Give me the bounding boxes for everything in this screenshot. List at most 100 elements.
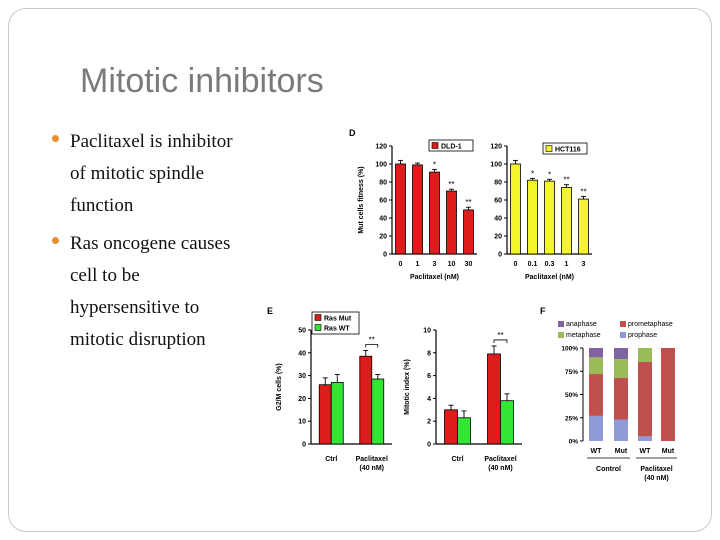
bar: [446, 190, 457, 255]
bar: [487, 353, 501, 445]
stacked-bar-segment: [589, 415, 603, 441]
stacked-bar-segment: [614, 359, 628, 378]
legend-box: [542, 142, 588, 155]
bar: [412, 164, 423, 255]
x-tick-label: 0: [399, 261, 403, 268]
x-tick-label: 1: [565, 261, 569, 268]
significance-label: *: [433, 160, 436, 169]
group-label: Paclitaxel: [640, 466, 672, 473]
y-tick-label: 0: [498, 252, 502, 259]
significance-label: **: [448, 180, 454, 189]
legend-label: anaphase: [566, 321, 597, 328]
bullet-text: Paclitaxel is inhibitor of mitotic spind…: [70, 131, 233, 216]
y-tick-label: 100: [490, 162, 502, 169]
x-tick-label: 10: [448, 261, 456, 268]
bullet-dot-icon: [52, 237, 59, 244]
x-tick-label: Paclitaxel: [356, 456, 388, 463]
legend-label: Ras WT: [324, 326, 350, 333]
y-tick-label: 75%: [565, 369, 578, 376]
legend-swatch: [314, 324, 322, 331]
bar: [444, 409, 458, 445]
y-tick-label: 20: [298, 396, 306, 403]
stacked-bar-segment: [614, 377, 628, 420]
y-tick-label: 40: [298, 350, 306, 357]
legend-box: [311, 311, 360, 335]
y-tick-label: 100: [375, 162, 387, 169]
x-tick-label: Mut: [615, 448, 628, 455]
significance-label: *: [531, 169, 534, 178]
stacked-bar-segment: [638, 436, 652, 441]
group-label: (40 nM): [644, 475, 669, 482]
legend-swatch: [545, 145, 553, 152]
y-axis-label: Mut cells fitness (%): [358, 166, 365, 233]
bar: [395, 163, 406, 255]
y-axis-label: G2/M cells (%): [276, 363, 283, 410]
significance-label: **: [465, 198, 471, 207]
x-tick-label: 0.3: [545, 261, 555, 268]
legend-box: [428, 139, 474, 152]
legend-swatch: [558, 332, 564, 338]
x-tick-label: 0.1: [528, 261, 538, 268]
legend-swatch: [314, 314, 322, 321]
legend-swatch: [620, 321, 626, 327]
bar: [527, 179, 538, 255]
x-axis-label: Paclitaxel (nM): [410, 274, 459, 281]
bar: [500, 400, 514, 445]
bullet-text: Ras oncogene causes cell to be hypersens…: [70, 233, 231, 350]
x-tick-label: 1: [416, 261, 420, 268]
slide-title: Mitotic inhibitors: [80, 62, 324, 100]
significance-label: **: [580, 187, 586, 196]
y-tick-label: 30: [298, 373, 306, 380]
significance-bracket: [493, 339, 508, 343]
y-tick-label: 80: [494, 180, 502, 187]
y-tick-label: 0%: [569, 439, 579, 446]
y-tick-label: 50: [298, 328, 306, 335]
legend-swatch: [620, 332, 626, 338]
y-tick-label: 0: [427, 442, 431, 449]
x-tick-label: WT: [640, 448, 652, 455]
significance-label: *: [548, 170, 551, 179]
y-tick-label: 2: [427, 419, 431, 426]
y-tick-label: 10: [423, 328, 431, 335]
bar: [510, 163, 521, 255]
bar: [318, 384, 332, 445]
y-axis-label: Mitotic index (%): [404, 359, 411, 415]
stacked-bar-segment: [638, 361, 652, 437]
bullet-dot-icon: [52, 135, 59, 142]
bullet-item: Ras oncogene causes cell to be hypersens…: [52, 228, 252, 356]
significance-bracket: [365, 344, 379, 348]
x-tick-label: (40 nM): [488, 465, 513, 472]
y-tick-label: 50%: [565, 392, 578, 399]
y-tick-label: 6: [427, 373, 431, 380]
stacked-bar-segment: [661, 348, 675, 441]
slide-frame: [8, 8, 712, 532]
x-tick-label: WT: [591, 448, 603, 455]
y-tick-label: 8: [427, 350, 431, 357]
significance-label: **: [369, 336, 375, 345]
x-tick-label: Ctrl: [451, 456, 463, 463]
y-tick-label: 25%: [565, 415, 578, 422]
bar: [544, 180, 555, 255]
bar: [330, 382, 344, 445]
y-tick-label: 20: [379, 234, 387, 241]
stacked-bar-segment: [614, 348, 628, 360]
legend-label: metaphase: [566, 332, 601, 339]
x-tick-label: 3: [433, 261, 437, 268]
bar: [561, 186, 572, 255]
stacked-bar-segment: [638, 348, 652, 362]
bar: [429, 171, 440, 255]
legend-label: DLD-1: [441, 144, 462, 151]
bar: [578, 198, 589, 255]
stacked-bar-segment: [589, 357, 603, 375]
legend-label: prometaphase: [628, 321, 673, 328]
group-label: Control: [596, 466, 621, 473]
panel-label-f: F: [540, 306, 546, 316]
bullet-list: Paclitaxel is inhibitor of mitotic spind…: [52, 126, 252, 362]
y-tick-label: 10: [298, 419, 306, 426]
y-tick-label: 40: [494, 216, 502, 223]
y-tick-label: 120: [375, 144, 387, 151]
y-tick-label: 4: [427, 396, 431, 403]
y-tick-label: 0: [383, 252, 387, 259]
y-tick-label: 60: [379, 198, 387, 205]
